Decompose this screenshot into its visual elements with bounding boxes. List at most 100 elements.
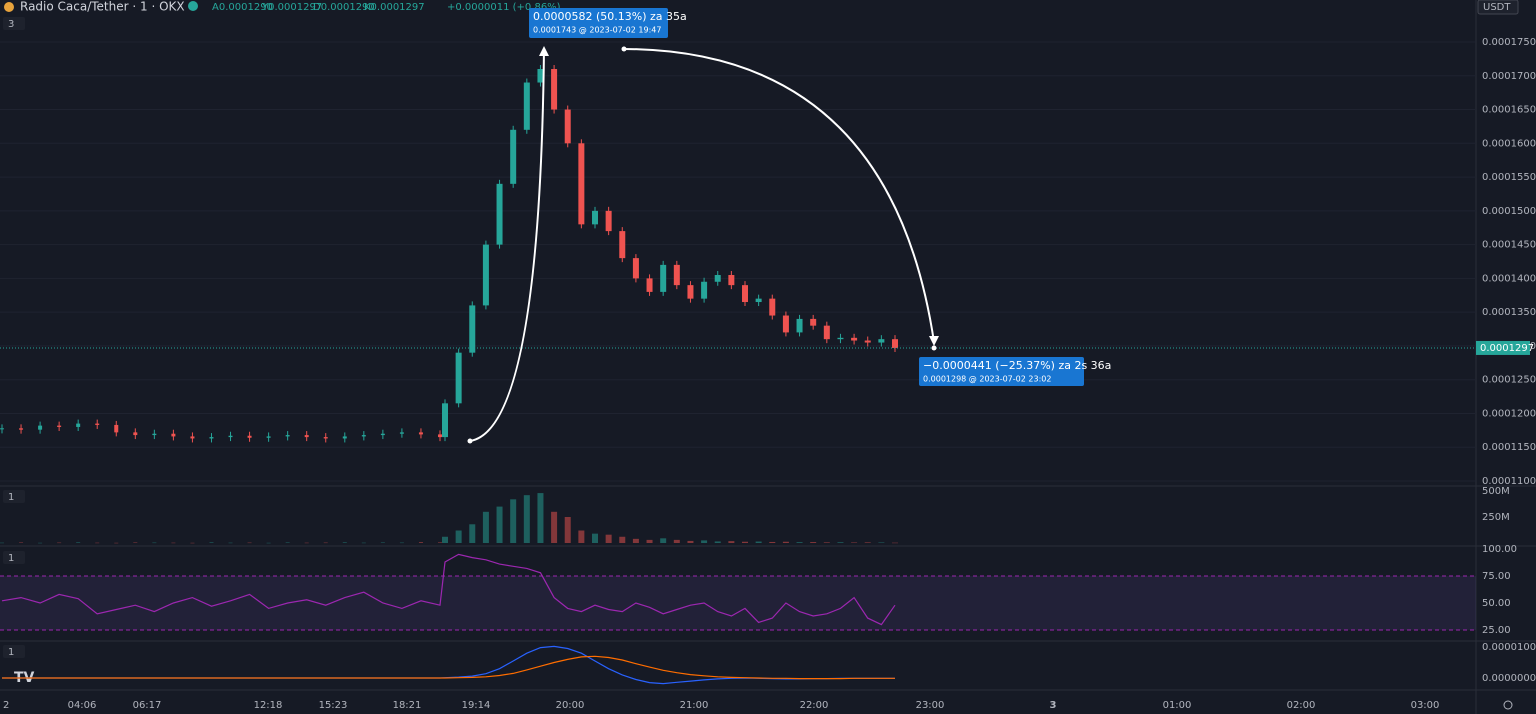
settings-icon[interactable] — [1503, 700, 1513, 710]
pane-toggle[interactable]: 3 — [3, 17, 25, 30]
volume-bar — [442, 536, 448, 543]
ohlc-close: K0.0001297 — [364, 2, 425, 13]
rsi-band — [0, 576, 1476, 630]
volume-bar — [701, 540, 708, 543]
volume-bar — [796, 542, 803, 543]
candle — [523, 82, 530, 130]
candle — [510, 129, 517, 184]
current-price-box — [1476, 340, 1530, 355]
volume-bar — [38, 542, 43, 544]
signal-line — [2, 655, 895, 680]
candle — [171, 433, 176, 437]
candle — [285, 435, 290, 437]
rsi-tick-label: 25.00 — [1482, 625, 1511, 636]
candle — [482, 244, 489, 306]
volume-bar — [228, 542, 233, 544]
volume-bar — [190, 542, 195, 544]
volume-bar — [133, 542, 138, 543]
volume-bar — [823, 542, 830, 543]
ohlc-high: Y0.0001297 — [261, 2, 322, 13]
volume-bar — [660, 538, 667, 543]
candle — [57, 425, 62, 427]
volume-bar — [728, 541, 735, 543]
pane-label: 1 — [8, 553, 14, 564]
price-tick-label: 0.0001200 — [1482, 408, 1536, 419]
volume-bar — [482, 511, 489, 543]
candle — [605, 210, 612, 232]
candle — [380, 433, 385, 436]
volume-bar — [209, 542, 214, 543]
measure-label-box — [919, 357, 1084, 386]
pane-label: 3 — [8, 19, 14, 30]
rsi-tick-label: 75.00 — [1482, 571, 1511, 582]
candle — [823, 325, 830, 340]
volume-bar — [510, 499, 517, 543]
arrow-head — [929, 336, 939, 346]
volume-bar — [578, 530, 585, 543]
volume-bar — [304, 542, 309, 544]
candle — [19, 428, 24, 430]
price-tick-label: 0.0001400 — [1482, 273, 1536, 284]
candle — [619, 231, 626, 259]
ohlc-change: +0.0000011 (+0.86%) — [447, 2, 561, 13]
volume-bar — [592, 533, 598, 543]
volume-bar — [551, 511, 558, 543]
candle — [438, 434, 442, 438]
ohlc-low: D0.0001290 — [313, 2, 375, 13]
candle — [537, 69, 544, 83]
time-label: 01:00 — [1163, 700, 1192, 711]
candle — [114, 424, 119, 433]
macd-tick-label: 0.0000100 — [1482, 642, 1536, 653]
volume-bar — [742, 541, 748, 543]
candle — [796, 318, 803, 333]
volume-bar — [418, 542, 423, 543]
currency-box[interactable] — [1477, 0, 1519, 15]
volume-tick-label: 500M — [1482, 486, 1510, 497]
candle — [851, 337, 858, 341]
price-tick-label: 0.0001700 — [1482, 71, 1536, 82]
symbol: Radio Caca/Tether · 1 · OKX — [20, 0, 185, 14]
time-label: 12:18 — [254, 700, 283, 711]
candle — [266, 436, 271, 438]
pane-toggle[interactable]: 1 — [3, 645, 25, 658]
time-label: 22:00 — [800, 700, 829, 711]
candle — [810, 318, 817, 326]
volume-bar — [673, 539, 680, 543]
candle — [76, 423, 81, 427]
candle — [687, 285, 694, 299]
pane-toggle[interactable]: 1 — [3, 490, 25, 503]
volume-bar — [285, 542, 290, 543]
candle — [673, 264, 680, 286]
volume-bar — [342, 542, 347, 543]
volume-bar — [687, 540, 694, 543]
pane-toggle[interactable]: 1 — [3, 551, 25, 564]
time-label: 3 — [1050, 700, 1057, 711]
volume-bar — [19, 542, 24, 543]
volume-bar — [496, 506, 503, 543]
measure-detail: 0.0001298 @ 2023-07-02 23:02 — [923, 375, 1051, 384]
candle — [228, 435, 233, 438]
candle — [38, 425, 43, 430]
candle — [95, 423, 100, 425]
measure-main: −0.0000441 (−25.37%) za 2s 36a — [923, 359, 1111, 372]
volume-bar — [564, 517, 571, 543]
volume-bar — [619, 536, 626, 543]
pane-label: 1 — [8, 647, 14, 658]
time-label: 23:00 — [916, 700, 945, 711]
volume-bar — [455, 530, 462, 543]
volume-bar — [714, 541, 721, 543]
volume-bar — [0, 542, 4, 544]
volume-bar — [851, 542, 858, 543]
rsi-tick-label: 100.00 — [1482, 544, 1517, 555]
volume-bar — [632, 538, 639, 543]
price-tick-label: 0.0001150 — [1482, 442, 1536, 453]
measure-arrow — [469, 47, 545, 442]
symbol-icon — [4, 2, 14, 12]
volume-bar — [438, 542, 442, 543]
candle — [632, 258, 639, 279]
candle — [755, 298, 762, 303]
volume-bar — [171, 542, 176, 544]
measure-point — [621, 46, 627, 52]
candle — [152, 433, 157, 436]
candle — [660, 264, 667, 292]
